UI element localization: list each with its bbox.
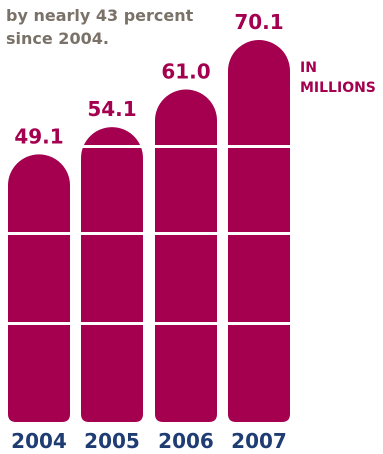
category-label-2004: 2004 [11, 429, 67, 453]
bar-divider-2004-1 [8, 232, 70, 235]
value-label-2007: 70.1 [234, 10, 283, 34]
bar-2007 [228, 39, 290, 422]
intro-line-2: since 2004. [6, 29, 109, 48]
bar-2005 [81, 127, 143, 422]
bar-divider-2007-2 [228, 145, 290, 148]
bar-2006 [155, 89, 217, 423]
intro-text: by nearly 43 percent since 2004. [6, 4, 193, 50]
category-label-2007: 2007 [231, 429, 287, 453]
category-label-2006: 2006 [158, 429, 214, 453]
bar-divider-2005-0 [81, 322, 143, 325]
value-label-2004: 49.1 [14, 124, 63, 148]
bar-divider-2004-0 [8, 322, 70, 325]
bar-divider-2006-0 [155, 322, 217, 325]
bar-divider-2006-1 [155, 232, 217, 235]
intro-line-1: by nearly 43 percent [6, 6, 194, 25]
unit-label: IN MILLIONS [300, 58, 376, 98]
unit-label-line-2: MILLIONS [300, 80, 376, 96]
category-label-2005: 2005 [84, 429, 140, 453]
bar-2004 [8, 154, 70, 422]
bar-divider-2007-1 [228, 232, 290, 235]
bar-divider-2007-0 [228, 322, 290, 325]
value-label-2006: 61.0 [161, 60, 210, 84]
bar-divider-2005-1 [81, 232, 143, 235]
bar-divider-2005-2 [81, 145, 143, 148]
unit-label-line-1: IN [300, 60, 317, 76]
value-label-2005: 54.1 [87, 97, 136, 121]
bar-divider-2006-2 [155, 145, 217, 148]
